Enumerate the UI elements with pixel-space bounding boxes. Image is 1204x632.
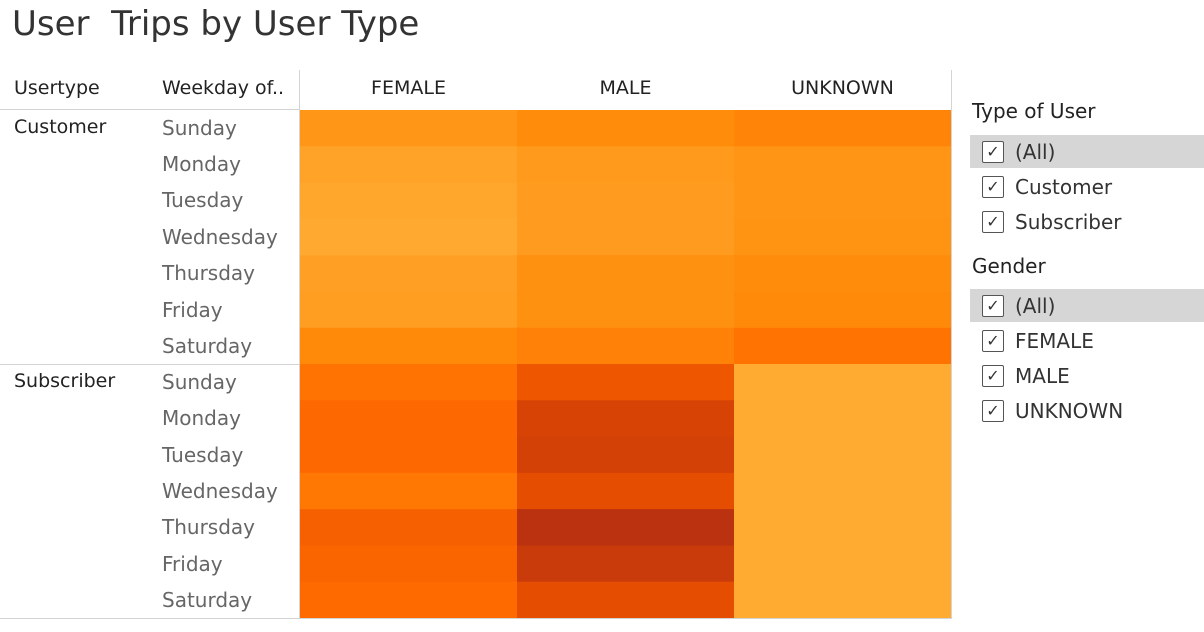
filter-option-label: (All) (1015, 293, 1056, 318)
row-label: Monday (162, 152, 241, 176)
heatmap-cell-customer-tuesday-male (517, 182, 734, 220)
heatmap-cell-subscriber-tuesday-male (517, 436, 734, 474)
row-header-weekday: Weekday of.. (162, 77, 285, 99)
row-label: Friday (162, 298, 223, 322)
filter-option-label: (All) (1015, 139, 1056, 164)
heatmap-cell-subscriber-thursday-female (300, 509, 517, 546)
filter-option-male[interactable]: ✓ MALE (970, 359, 1204, 392)
group-label-customer: Customer (14, 116, 107, 138)
checkbox-checked-icon[interactable]: ✓ (982, 329, 1004, 352)
heatmap-cell-subscriber-wednesday-unknown (734, 472, 951, 510)
heatmap-cell-customer-wednesday-unknown (734, 218, 951, 256)
heatmap (300, 110, 951, 618)
heatmap-cell-customer-thursday-female (300, 255, 517, 292)
row-label: Saturday (162, 334, 253, 358)
row-label: Wednesday (162, 225, 278, 249)
heatmap-cell-subscriber-monday-male (517, 400, 734, 438)
checkbox-checked-icon[interactable]: ✓ (982, 140, 1004, 163)
heatmap-cell-customer-monday-unknown (734, 146, 951, 184)
filter-option-label: Customer (1015, 174, 1113, 199)
row-label: Thursday (162, 261, 255, 285)
row-label: Friday (162, 552, 223, 576)
axis-divider-right (951, 70, 952, 618)
heatmap-cell-subscriber-saturday-male (517, 581, 734, 618)
header-divider (0, 109, 300, 110)
filter-option-female[interactable]: ✓ FEMALE (970, 324, 1204, 357)
row-label: Wednesday (162, 479, 278, 503)
filter-title-type-of-user: Type of User (972, 99, 1096, 123)
heatmap-cell-customer-thursday-male (517, 255, 734, 292)
filter-option-unknown[interactable]: ✓ UNKNOWN (970, 394, 1204, 427)
heatmap-cell-customer-friday-male (517, 291, 734, 329)
checkbox-checked-icon[interactable]: ✓ (982, 294, 1004, 317)
column-header-unknown: UNKNOWN (791, 77, 894, 99)
heatmap-cell-customer-saturday-unknown (734, 327, 951, 365)
row-label: Saturday (162, 588, 253, 612)
checkbox-checked-icon[interactable]: ✓ (982, 399, 1004, 422)
row-label: Sunday (162, 116, 237, 140)
group-label-subscriber: Subscriber (14, 370, 116, 392)
heatmap-cell-subscriber-wednesday-female (300, 472, 517, 510)
row-header-usertype: Usertype (14, 77, 100, 99)
filter-option-subscriber[interactable]: ✓ Subscriber (970, 205, 1204, 238)
axis-divider-left (299, 70, 300, 618)
heatmap-cell-customer-monday-female (300, 146, 517, 184)
heatmap-cell-customer-tuesday-unknown (734, 182, 951, 220)
row-label: Tuesday (162, 443, 244, 467)
heatmap-cell-subscriber-thursday-unknown (734, 509, 951, 546)
heatmap-cell-subscriber-thursday-male (517, 509, 734, 546)
column-header-male: MALE (599, 77, 652, 99)
heatmap-cell-customer-sunday-male (517, 110, 734, 147)
filter-option-all-genders[interactable]: ✓ (All) (970, 289, 1204, 322)
row-label: Tuesday (162, 188, 244, 212)
filter-option-label: FEMALE (1015, 328, 1094, 353)
bottom-divider (0, 618, 952, 619)
heatmap-cell-subscriber-friday-male (517, 545, 734, 583)
filter-option-label: UNKNOWN (1015, 398, 1124, 423)
heatmap-cell-customer-saturday-female (300, 327, 517, 365)
checkbox-checked-icon[interactable]: ✓ (982, 210, 1004, 233)
heatmap-cell-subscriber-monday-female (300, 400, 517, 438)
heatmap-cell-customer-monday-male (517, 146, 734, 184)
filter-option-label: Subscriber (1015, 209, 1122, 234)
row-label: Monday (162, 406, 241, 430)
heatmap-cell-subscriber-sunday-male (517, 364, 734, 401)
filter-option-customer[interactable]: ✓ Customer (970, 170, 1204, 203)
heatmap-cell-customer-sunday-female (300, 110, 517, 147)
heatmap-cell-subscriber-friday-unknown (734, 545, 951, 583)
checkbox-checked-icon[interactable]: ✓ (982, 364, 1004, 387)
row-label: Thursday (162, 515, 255, 539)
filter-option-all-user-types[interactable]: ✓ (All) (970, 135, 1204, 168)
heatmap-cell-subscriber-saturday-unknown (734, 581, 951, 618)
heatmap-cell-customer-thursday-unknown (734, 255, 951, 292)
heatmap-cell-customer-tuesday-female (300, 182, 517, 220)
heatmap-cell-subscriber-wednesday-male (517, 472, 734, 510)
chart-title: User Trips by User Type (12, 4, 420, 44)
heatmap-cell-customer-wednesday-female (300, 218, 517, 256)
heatmap-cell-customer-friday-unknown (734, 291, 951, 329)
heatmap-cell-subscriber-sunday-unknown (734, 364, 951, 401)
filter-title-gender: Gender (972, 254, 1046, 278)
heatmap-cell-customer-wednesday-male (517, 218, 734, 256)
heatmap-cell-customer-sunday-unknown (734, 110, 951, 147)
heatmap-cell-subscriber-saturday-female (300, 581, 517, 618)
row-label: Sunday (162, 370, 237, 394)
heatmap-cell-subscriber-sunday-female (300, 364, 517, 401)
checkbox-checked-icon[interactable]: ✓ (982, 175, 1004, 198)
heatmap-cell-subscriber-friday-female (300, 545, 517, 583)
heatmap-cell-subscriber-tuesday-female (300, 436, 517, 474)
heatmap-cell-customer-saturday-male (517, 327, 734, 365)
column-header-female: FEMALE (371, 77, 446, 99)
heatmap-cell-subscriber-monday-unknown (734, 400, 951, 438)
filter-option-label: MALE (1015, 363, 1070, 388)
heatmap-cell-subscriber-tuesday-unknown (734, 436, 951, 474)
heatmap-cell-customer-friday-female (300, 291, 517, 329)
